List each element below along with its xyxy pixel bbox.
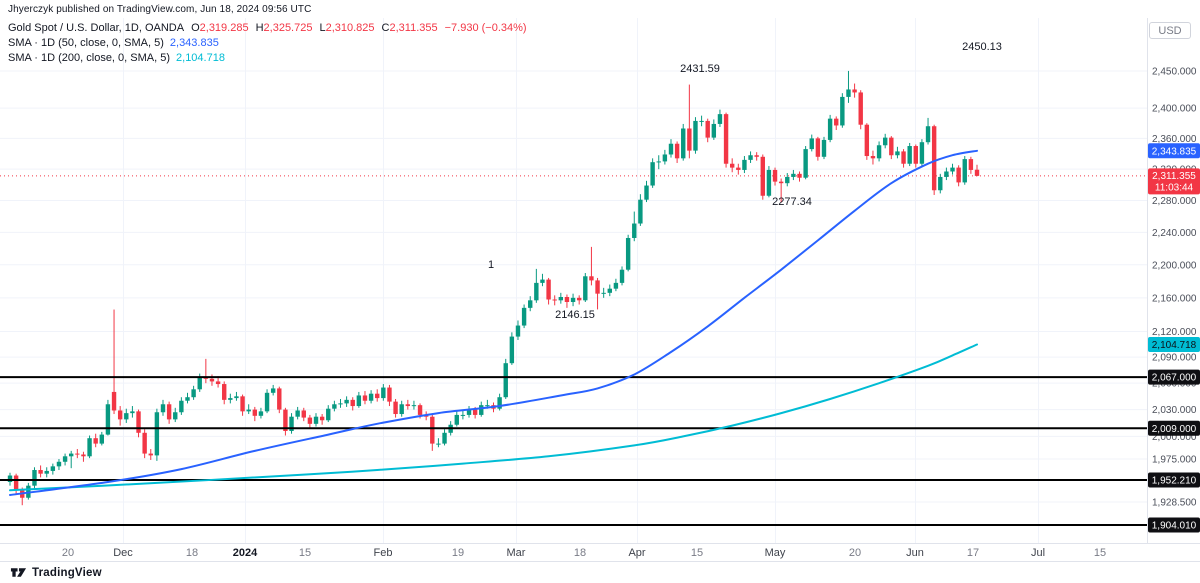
svg-text:20: 20 xyxy=(62,547,74,559)
svg-text:2,400.000: 2,400.000 xyxy=(1152,104,1197,115)
svg-text:2431.59: 2431.59 xyxy=(680,63,720,75)
svg-text:1,975.000: 1,975.000 xyxy=(1152,455,1197,466)
high-label: H xyxy=(255,22,264,34)
svg-text:2,450.000: 2,450.000 xyxy=(1152,67,1197,78)
svg-text:Dec: Dec xyxy=(113,547,133,559)
price-axis[interactable]: 2,450.0002,400.0002,360.0002,320.0002,28… xyxy=(1147,18,1200,561)
open-label: O xyxy=(191,22,200,34)
chart-legend: Gold Spot / U.S. Dollar, 1D, OANDA O2,319… xyxy=(8,21,527,66)
footer-bar: TradingView xyxy=(0,561,1200,583)
svg-text:20: 20 xyxy=(849,547,861,559)
svg-text:Mar: Mar xyxy=(507,547,526,559)
sma50-line[interactable] xyxy=(9,149,978,496)
time-axis[interactable]: 20 Dec 18 2024 15 Feb 19 Mar 18 Apr 15 May 20 Jun 17 Ju… xyxy=(0,543,1200,560)
tradingview-brand[interactable]: TradingView xyxy=(32,566,102,579)
sma200-value: 2,104.718 xyxy=(176,52,225,64)
tradingview-logo-icon[interactable] xyxy=(10,566,27,579)
open-value: 2,319.285 xyxy=(199,22,249,34)
svg-text:2,120.000: 2,120.000 xyxy=(1152,327,1197,338)
axis-badges: 2,067.000 2,009.000 1,952.210 1,904.010 2,34… xyxy=(1148,143,1200,533)
level-lines[interactable] xyxy=(0,376,1147,526)
chart-annotations: 2450.13 2431.59 2277.34 2146.15 1 xyxy=(488,41,1002,321)
svg-text:Jun: Jun xyxy=(906,547,924,559)
svg-text:2146.15: 2146.15 xyxy=(555,309,595,321)
symbol-legend[interactable]: Gold Spot / U.S. Dollar, 1D, OANDA O2,319… xyxy=(8,21,527,36)
low-value: 2,310.825 xyxy=(325,22,375,34)
svg-text:15: 15 xyxy=(1094,547,1106,559)
svg-text:2,311.355: 2,311.355 xyxy=(1152,171,1196,182)
svg-text:2277.34: 2277.34 xyxy=(772,196,812,208)
svg-text:May: May xyxy=(765,547,786,559)
svg-text:1: 1 xyxy=(488,259,494,271)
svg-text:2,240.000: 2,240.000 xyxy=(1152,228,1197,239)
svg-text:Feb: Feb xyxy=(374,547,393,559)
svg-text:2,067.000: 2,067.000 xyxy=(1152,373,1197,384)
svg-text:Jul: Jul xyxy=(1031,547,1045,559)
publish-info: Jhyerczyk published on TradingView.com, … xyxy=(8,4,312,15)
svg-text:2,104.718: 2,104.718 xyxy=(1152,340,1197,351)
sma200-line[interactable] xyxy=(9,343,978,492)
svg-text:18: 18 xyxy=(186,547,198,559)
symbol-title: Gold Spot / U.S. Dollar, 1D, OANDA xyxy=(8,22,185,34)
svg-text:1,952.210: 1,952.210 xyxy=(1152,475,1197,486)
low-label: L xyxy=(319,22,326,34)
svg-text:2,000.000: 2,000.000 xyxy=(1152,432,1197,443)
svg-text:2,160.000: 2,160.000 xyxy=(1152,293,1197,304)
svg-text:17: 17 xyxy=(967,547,979,559)
sma200-title: SMA · 1D (200, close, 0, SMA, 5) xyxy=(8,52,171,64)
svg-text:1,904.010: 1,904.010 xyxy=(1152,520,1197,531)
svg-text:2,090.000: 2,090.000 xyxy=(1152,353,1197,364)
svg-text:18: 18 xyxy=(574,547,586,559)
svg-text:19: 19 xyxy=(452,547,464,559)
price-chart-svg[interactable]: 2450.13 2431.59 2277.34 2146.15 1 2,450.000 2,… xyxy=(0,18,1200,561)
sma50-value: 2,343.835 xyxy=(169,37,219,49)
svg-text:15: 15 xyxy=(691,547,703,559)
sma50-title: SMA · 1D (50, close, 0, SMA, 5) xyxy=(8,37,164,49)
svg-text:Apr: Apr xyxy=(628,547,645,559)
svg-text:2,200.000: 2,200.000 xyxy=(1152,260,1197,271)
chart-pane[interactable]: 2450.13 2431.59 2277.34 2146.15 1 2,450.000 2,… xyxy=(0,18,1200,561)
svg-text:1,928.500: 1,928.500 xyxy=(1152,497,1197,508)
change-value: −7.930 (−0.34%) xyxy=(444,22,527,34)
close-value: 2,311.355 xyxy=(389,22,438,34)
svg-text:2024: 2024 xyxy=(233,547,258,559)
sma50-legend[interactable]: SMA · 1D (50, close, 0, SMA, 5) 2,343.835 xyxy=(8,36,527,51)
candlestick-series[interactable] xyxy=(7,70,980,506)
svg-text:2450.13: 2450.13 xyxy=(962,41,1002,53)
sma200-legend[interactable]: SMA · 1D (200, close, 0, SMA, 5) 2,104.71… xyxy=(8,51,527,66)
svg-text:15: 15 xyxy=(299,547,311,559)
svg-text:11:03:44: 11:03:44 xyxy=(1155,182,1194,193)
svg-text:2,280.000: 2,280.000 xyxy=(1152,196,1197,207)
close-label: C xyxy=(381,22,390,34)
svg-text:2,343.835: 2,343.835 xyxy=(1152,146,1197,157)
svg-text:2,009.000: 2,009.000 xyxy=(1152,424,1197,435)
grid-lines xyxy=(0,18,1147,544)
currency-toggle-button[interactable]: USD xyxy=(1149,22,1191,39)
svg-text:2,360.000: 2,360.000 xyxy=(1152,134,1197,145)
svg-text:2,030.000: 2,030.000 xyxy=(1152,405,1197,416)
high-value: 2,325.725 xyxy=(263,22,313,34)
